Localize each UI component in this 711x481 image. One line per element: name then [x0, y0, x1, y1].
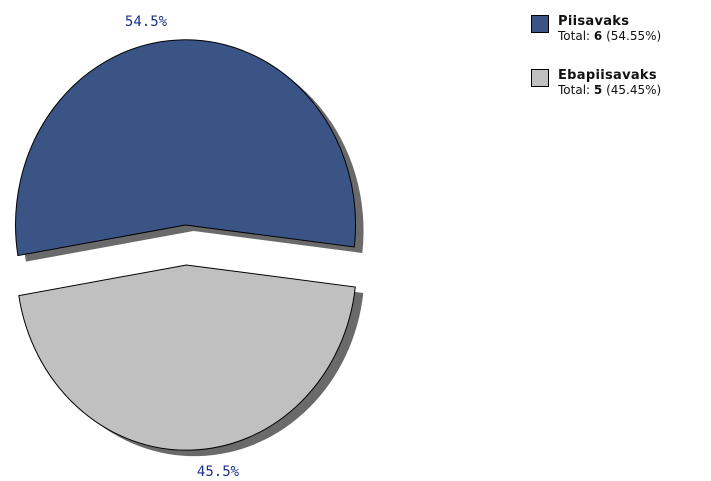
legend-total-value: 5 — [593, 83, 603, 97]
legend-total-percent: (54.55%) — [602, 29, 662, 43]
legend-total-percent: (45.45%) — [602, 83, 662, 97]
slice-percent-label-ebapiisavaks: 45.5% — [197, 464, 240, 480]
legend-swatch-ebapiisavaks — [531, 69, 549, 87]
legend-total-ebapiisavaks: Total: 5 (45.45%) — [558, 83, 661, 98]
legend-item-piisavaks: Piisavaks Total: 6 (54.55%) — [531, 14, 709, 68]
legend-total-prefix: Total: — [558, 29, 594, 43]
chart-legend: Piisavaks Total: 6 (54.55%) Ebapiisavaks… — [531, 14, 709, 122]
legend-swatch-piisavaks — [531, 15, 549, 33]
legend-label-ebapiisavaks: Ebapiisavaks — [558, 68, 657, 83]
legend-label-piisavaks: Piisavaks — [558, 14, 630, 29]
pie-slices — [15, 39, 364, 457]
pie-slice-ebapiisavaks — [18, 264, 356, 451]
legend-total-value: 6 — [593, 29, 603, 43]
legend-item-ebapiisavaks: Ebapiisavaks Total: 5 (45.45%) — [531, 68, 709, 122]
legend-total-piisavaks: Total: 6 (54.55%) — [558, 29, 661, 44]
pie-slice-piisavaks — [15, 39, 357, 257]
legend-total-prefix: Total: — [558, 83, 594, 97]
slice-percent-label-piisavaks: 54.5% — [125, 14, 168, 30]
